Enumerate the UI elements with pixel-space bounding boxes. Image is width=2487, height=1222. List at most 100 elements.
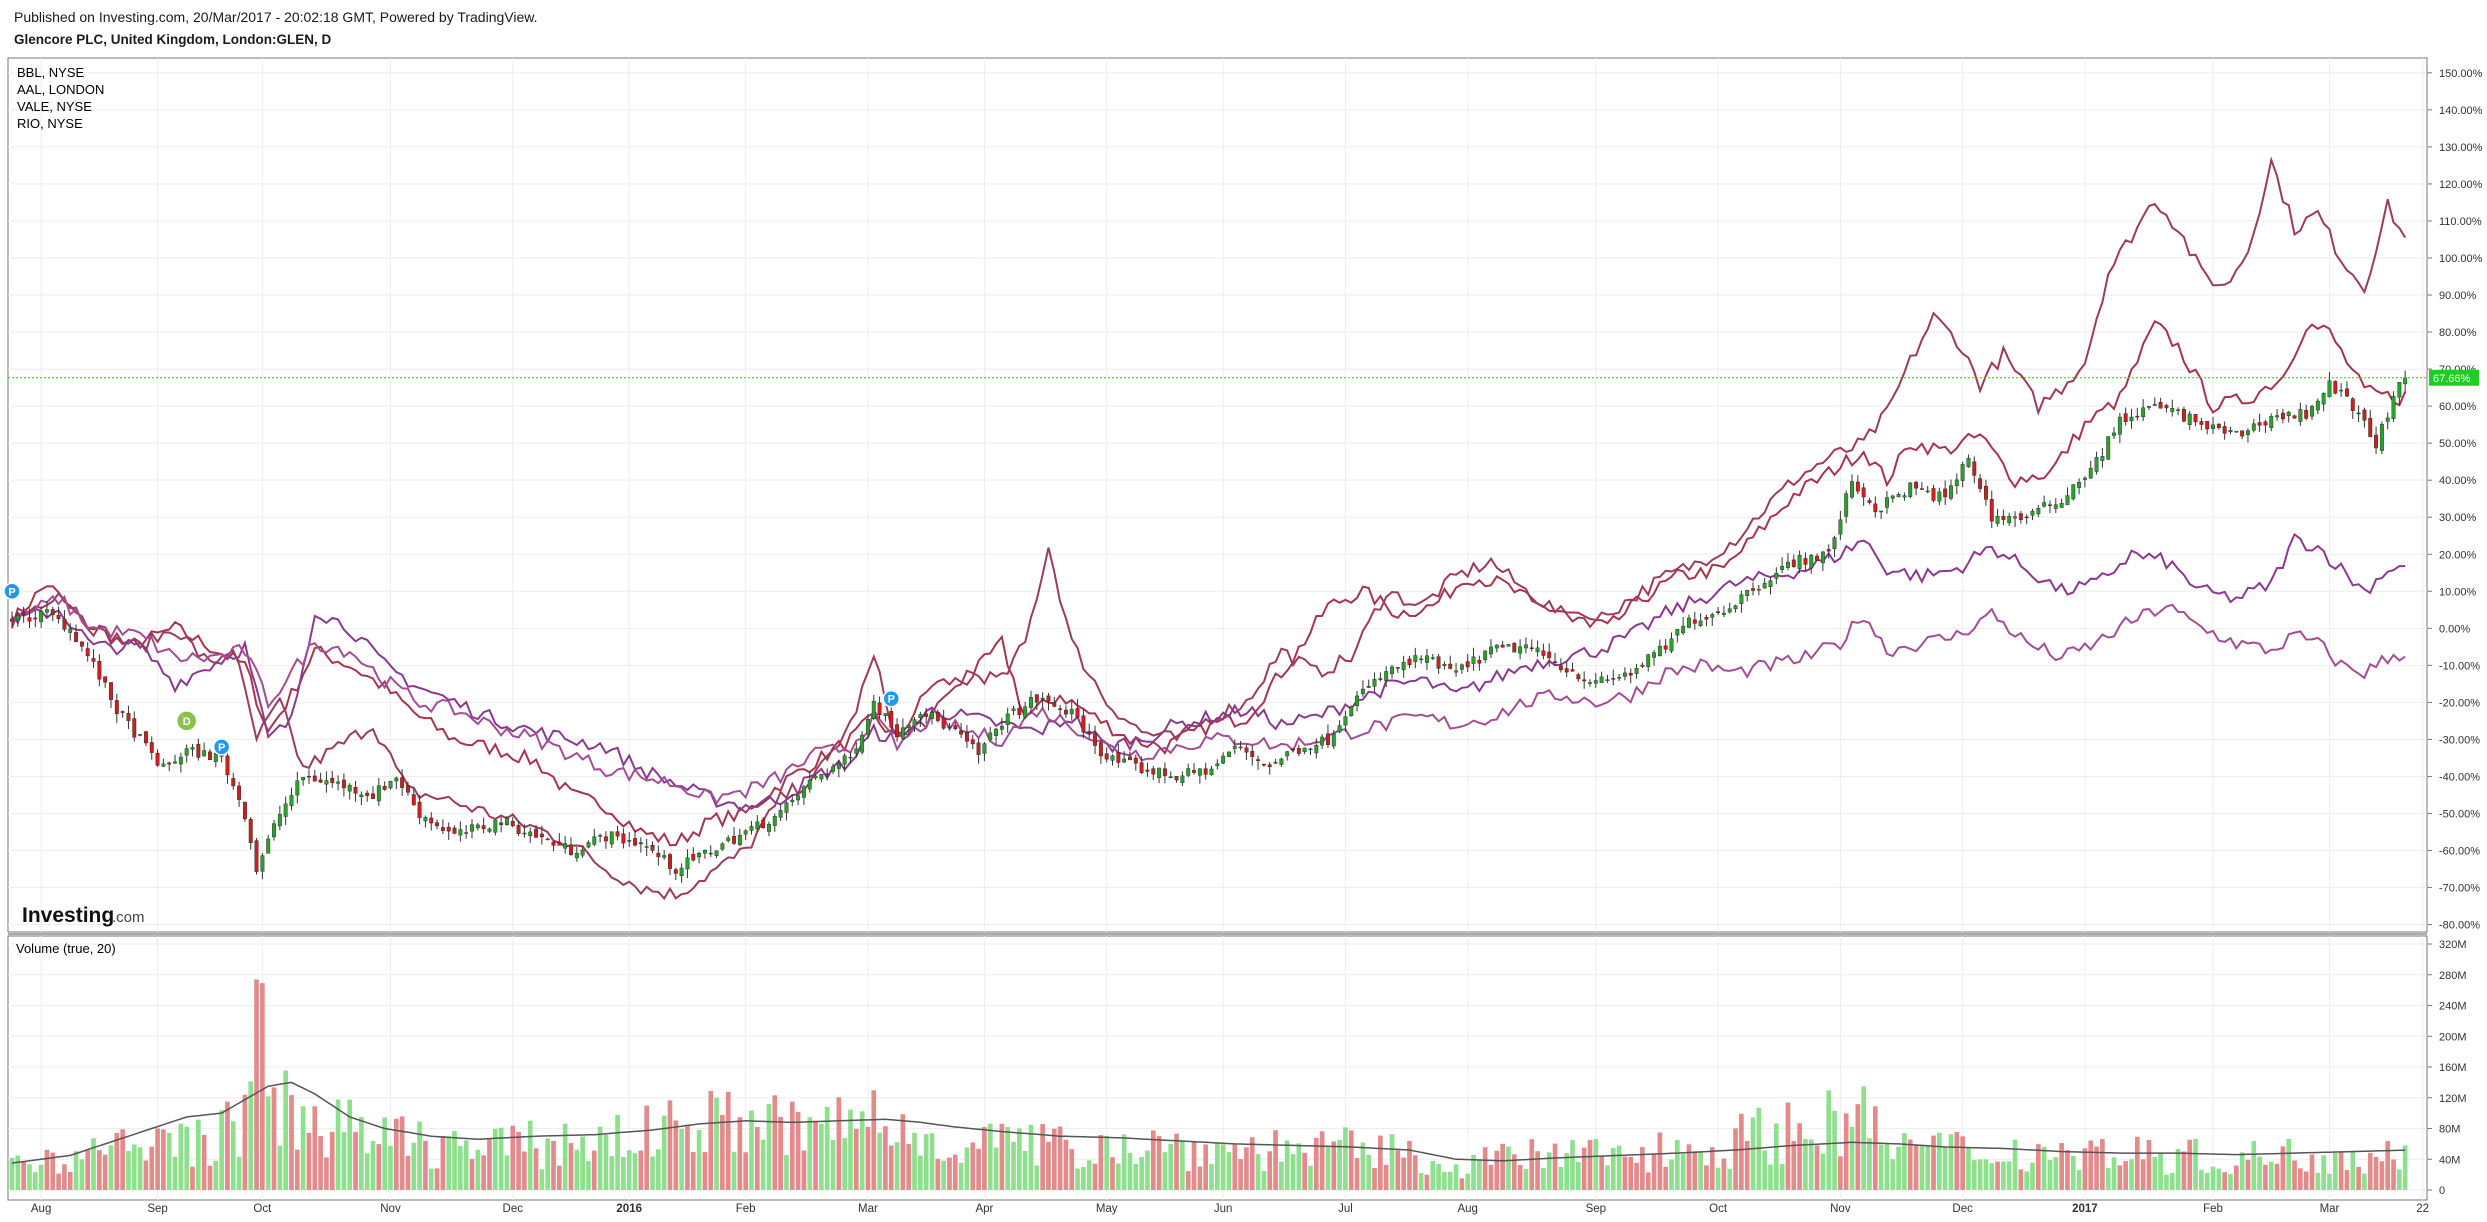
axes: 150.00% 140.00% 130.00% 120.00% 110.00% 100.0… <box>8 68 2483 1215</box>
candle <box>2082 477 2087 480</box>
volume-bar <box>952 1154 958 1190</box>
candle <box>1593 680 1598 684</box>
candle <box>1966 458 1971 468</box>
candle <box>679 867 684 877</box>
volume-bar <box>201 1134 207 1190</box>
volume-bar <box>428 1168 434 1190</box>
volume-bar <box>510 1125 516 1190</box>
candle <box>964 732 969 742</box>
x-tick-label: 2016 <box>616 1203 642 1215</box>
volume-bar <box>1523 1169 1529 1190</box>
volume-bar <box>1803 1138 1808 1190</box>
candle <box>1861 487 1866 498</box>
candle <box>74 632 78 643</box>
volume-bar <box>27 1164 32 1190</box>
candle <box>801 786 806 798</box>
volume-bar <box>2362 1173 2367 1190</box>
volume-bar <box>1156 1136 1162 1190</box>
candle <box>1657 645 1662 657</box>
volume-bar <box>1471 1154 1476 1190</box>
volume-bar <box>615 1114 620 1190</box>
y-tick-label: 60.00% <box>2439 401 2477 413</box>
volume-bar <box>1576 1161 1581 1190</box>
volume-bar <box>85 1149 91 1190</box>
candle <box>633 838 637 846</box>
volume-bar <box>533 1148 539 1190</box>
event-marker[interactable] <box>212 738 231 756</box>
candle <box>1186 768 1191 776</box>
candle <box>196 743 201 758</box>
candle <box>1640 664 1645 667</box>
y-tick-label: 80.00% <box>2439 327 2477 339</box>
volume-bar <box>621 1157 626 1190</box>
candle <box>772 816 777 826</box>
candle <box>1326 733 1330 745</box>
volume-bar <box>737 1117 743 1190</box>
candle <box>2216 423 2221 428</box>
volume-bar <box>225 1101 230 1190</box>
volume-bar <box>487 1138 492 1190</box>
volume-bar <box>2239 1152 2245 1190</box>
volume-bar <box>1657 1132 1663 1190</box>
volume-bar <box>1558 1166 1564 1190</box>
candle <box>499 822 504 825</box>
volume-bar <box>335 1099 341 1190</box>
volume-bar <box>731 1151 737 1190</box>
volume-bar <box>2344 1170 2350 1190</box>
volume-bar <box>999 1123 1005 1190</box>
volume-bar <box>423 1140 428 1190</box>
candle <box>2339 389 2344 392</box>
candle <box>1535 647 1540 653</box>
chart-frame <box>7 57 2428 1201</box>
candle <box>1157 767 1162 779</box>
volume-bar <box>329 1131 335 1190</box>
volume-bar <box>888 1145 894 1190</box>
volume-bar <box>597 1126 603 1190</box>
volume-bar <box>580 1136 585 1190</box>
volume-bar <box>260 983 265 1190</box>
rio-line <box>11 594 2406 806</box>
volume-bar <box>987 1123 993 1190</box>
volume-bar <box>795 1111 801 1190</box>
candle <box>504 817 509 826</box>
volume-bar <box>1721 1158 1727 1190</box>
candle <box>1622 672 1627 677</box>
volume-bar <box>2018 1169 2024 1190</box>
candle <box>1075 708 1080 718</box>
candle <box>1209 768 1214 776</box>
candle <box>2007 516 2012 524</box>
volume-bar <box>1651 1154 1657 1190</box>
volume-bar <box>551 1140 556 1190</box>
candle <box>1989 498 1994 522</box>
x-tick-label: Nov <box>380 1203 401 1215</box>
volume-bar <box>807 1117 813 1190</box>
event-marker[interactable] <box>175 710 198 732</box>
y-tick-label: 130.00% <box>2439 142 2483 154</box>
candle <box>1786 561 1790 568</box>
event-markers[interactable]: P D P P <box>3 582 900 756</box>
volume-bar <box>2327 1173 2332 1190</box>
volume-bar <box>1116 1163 1121 1190</box>
volume-bar <box>2332 1152 2338 1190</box>
event-marker[interactable] <box>3 582 21 601</box>
candle <box>400 777 405 788</box>
candle <box>2106 436 2111 460</box>
volume-bar <box>2030 1162 2035 1190</box>
candle <box>1331 733 1336 747</box>
volume-bar <box>32 1172 38 1190</box>
volume-bar <box>586 1161 591 1190</box>
volume-bar <box>2309 1154 2315 1190</box>
volume-bar <box>131 1144 137 1190</box>
volume-bar <box>2216 1168 2222 1190</box>
candle <box>109 682 113 700</box>
candle <box>877 702 882 716</box>
candle <box>1978 478 1983 489</box>
volume-bar <box>789 1101 795 1190</box>
y-tick-label: 40.00% <box>2439 475 2477 487</box>
event-marker[interactable] <box>882 689 900 708</box>
volume-bar <box>1872 1106 1878 1190</box>
candle <box>842 755 847 765</box>
candle <box>2187 413 2192 425</box>
candle <box>341 779 346 789</box>
